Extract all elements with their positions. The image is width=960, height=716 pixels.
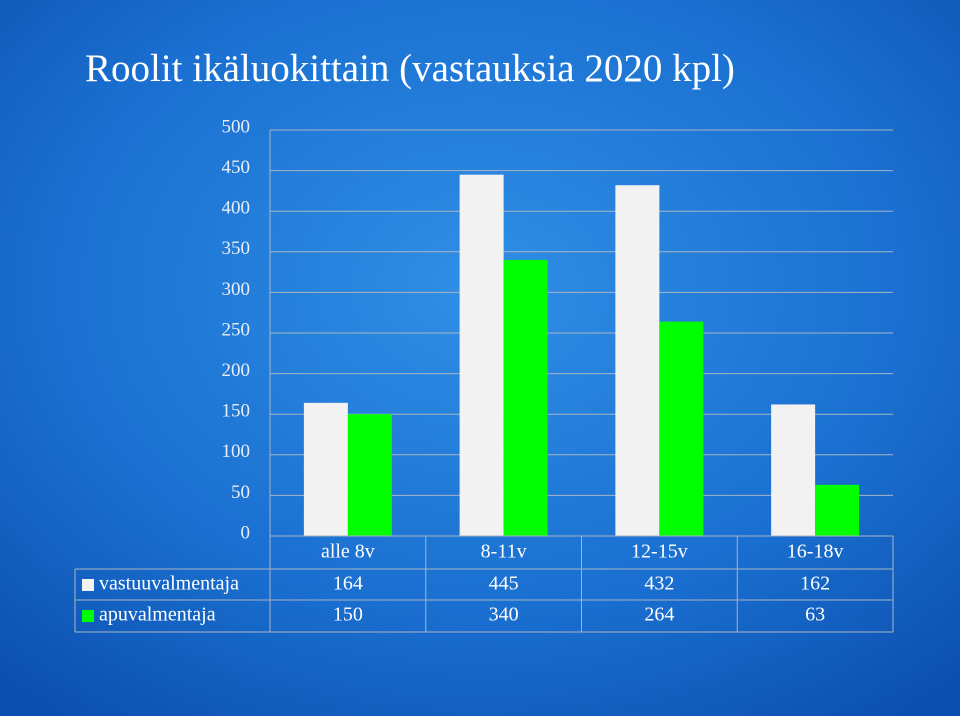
y-tick-label: 200 — [222, 360, 251, 381]
x-tick-label: alle 8v — [321, 541, 375, 563]
table-value: 63 — [805, 604, 825, 626]
y-tick-label: 100 — [222, 441, 251, 462]
y-tick-label: 300 — [222, 279, 251, 300]
bar — [615, 185, 660, 536]
x-tick-label: 16-18v — [787, 541, 844, 563]
legend-label: vastuuvalmentaja — [99, 573, 239, 595]
x-tick-label: 12-15v — [631, 541, 688, 563]
y-tick-label: 0 — [241, 522, 251, 543]
bar — [771, 404, 816, 536]
y-tick-label: 450 — [222, 157, 251, 178]
bar — [303, 402, 348, 536]
table-value: 432 — [644, 573, 674, 595]
legend-key — [82, 579, 94, 591]
table-value: 445 — [489, 573, 519, 595]
table-value: 150 — [333, 604, 363, 626]
chart-title: Roolit ikäluokittain (vastauksia 2020 kp… — [85, 47, 735, 90]
bar — [815, 484, 860, 536]
y-tick-label: 250 — [222, 319, 251, 340]
legend-label: apuvalmentaja — [99, 604, 216, 626]
table-value: 264 — [644, 604, 674, 626]
y-tick-label: 400 — [222, 198, 251, 219]
y-tick-label: 500 — [222, 116, 251, 137]
y-tick-label: 350 — [222, 238, 251, 259]
x-tick-label: 8-11v — [481, 541, 527, 563]
y-tick-label: 150 — [222, 401, 251, 422]
bar — [347, 414, 392, 536]
table-value: 162 — [800, 573, 830, 595]
table-value: 164 — [333, 573, 363, 595]
y-tick-label: 50 — [231, 482, 250, 503]
bar — [459, 174, 504, 536]
legend-key — [82, 610, 94, 622]
bar — [659, 321, 704, 536]
table-value: 340 — [489, 604, 519, 626]
bar — [503, 259, 548, 536]
